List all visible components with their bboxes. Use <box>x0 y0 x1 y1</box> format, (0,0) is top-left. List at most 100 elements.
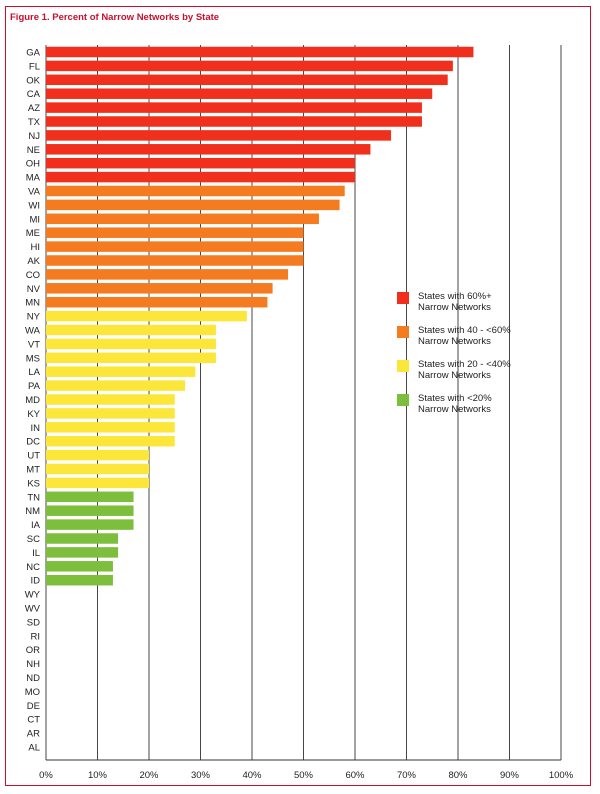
bar <box>46 366 196 377</box>
bar <box>46 449 149 461</box>
bar <box>46 408 175 419</box>
state-labels: GA FL OK CA AZ TX NJ NE OH MA VA WI MI ME HI AK CO NV MN NY… <box>25 48 41 754</box>
bar <box>46 60 453 72</box>
legend-label: States with 20 - <40% <box>418 359 511 370</box>
legend-label: States with 60%+ <box>418 291 492 302</box>
state-label: LA <box>28 367 40 378</box>
state-label: MA <box>26 173 41 184</box>
bar <box>46 505 134 516</box>
bar <box>46 533 119 544</box>
state-label: RI <box>31 631 41 642</box>
state-label: VA <box>28 187 41 198</box>
bar <box>46 435 175 447</box>
legend-swatch <box>397 292 409 304</box>
legend-swatch <box>397 394 409 406</box>
legend-label: States with <20% <box>418 393 492 404</box>
state-label: DC <box>26 437 40 448</box>
bar <box>46 185 345 197</box>
state-label: AK <box>27 256 40 267</box>
bar <box>46 102 422 113</box>
bar <box>46 74 448 86</box>
state-label: WY <box>25 590 41 601</box>
legend-swatch <box>397 326 409 338</box>
x-tick-label: 100% <box>549 770 574 781</box>
state-label: GA <box>26 48 40 59</box>
bar <box>46 46 474 58</box>
state-label: OK <box>26 75 40 86</box>
state-label: KS <box>27 478 40 489</box>
state-label: KY <box>27 409 40 420</box>
state-label: MS <box>26 353 40 364</box>
state-label: CT <box>27 715 40 726</box>
bar <box>46 463 149 475</box>
bar <box>46 352 216 364</box>
state-label: NM <box>25 506 40 517</box>
x-tick-label: 70% <box>397 770 417 781</box>
bar <box>46 547 119 558</box>
bar <box>46 213 319 225</box>
state-label: NE <box>27 145 40 156</box>
state-label: SC <box>27 534 40 545</box>
bar <box>46 269 289 280</box>
bar <box>46 310 247 322</box>
legend-label-line2: Narrow Networks <box>418 370 491 381</box>
state-label: NJ <box>28 131 40 142</box>
state-label: SD <box>27 617 40 628</box>
state-label: AL <box>28 743 40 754</box>
bar <box>46 199 340 211</box>
legend-swatch <box>397 360 409 372</box>
bar <box>46 324 216 336</box>
figure-frame <box>5 6 591 786</box>
state-label: PA <box>28 381 41 392</box>
state-label: CO <box>26 270 40 281</box>
state-label: ME <box>26 228 40 239</box>
state-label: MD <box>25 395 40 406</box>
bar <box>46 561 113 572</box>
state-label: ND <box>26 673 40 684</box>
bar <box>46 227 304 238</box>
bar <box>46 477 149 489</box>
bar <box>46 283 273 294</box>
state-label: DE <box>27 701 40 712</box>
legend-label-line2: Narrow Networks <box>418 302 491 313</box>
state-label: UT <box>27 451 40 462</box>
bar <box>46 296 268 308</box>
state-label: OR <box>26 645 40 656</box>
state-label: HI <box>31 242 41 253</box>
bar <box>46 144 371 155</box>
state-label: IN <box>31 423 41 434</box>
state-label: WV <box>25 604 41 615</box>
state-label: TN <box>27 492 40 503</box>
bar <box>46 422 175 433</box>
bar <box>46 116 422 127</box>
bar <box>46 157 355 169</box>
bar <box>46 491 134 503</box>
state-label: MN <box>25 298 40 309</box>
x-tick-label: 0% <box>39 770 53 781</box>
bar <box>46 574 113 586</box>
state-label: WI <box>28 200 40 211</box>
legend-label-line2: Narrow Networks <box>418 336 491 347</box>
state-label: MI <box>29 214 40 225</box>
x-tick-label: 30% <box>191 770 211 781</box>
chart-title: Figure 1. Percent of Narrow Networks by … <box>10 12 220 23</box>
state-label: FL <box>29 61 40 72</box>
state-label: IA <box>31 520 41 531</box>
bar <box>46 171 355 183</box>
x-tick-label: 40% <box>242 770 262 781</box>
x-tick-label: 60% <box>345 770 365 781</box>
state-label: MO <box>25 687 40 698</box>
bar <box>46 338 216 350</box>
state-label: NY <box>27 312 41 323</box>
legend-label: States with 40 - <60% <box>418 325 511 336</box>
state-label: IL <box>32 548 40 559</box>
x-tick-label: 90% <box>500 770 520 781</box>
state-label: VT <box>28 339 40 350</box>
state-label: TX <box>28 117 41 128</box>
bars <box>46 46 474 586</box>
state-label: ID <box>31 576 41 587</box>
bar <box>46 255 304 266</box>
bar <box>46 519 134 530</box>
x-axis-ticks: 0% 10% 20% 30% 40% 50% 60% 70% 80% 90% 100% <box>39 770 574 781</box>
